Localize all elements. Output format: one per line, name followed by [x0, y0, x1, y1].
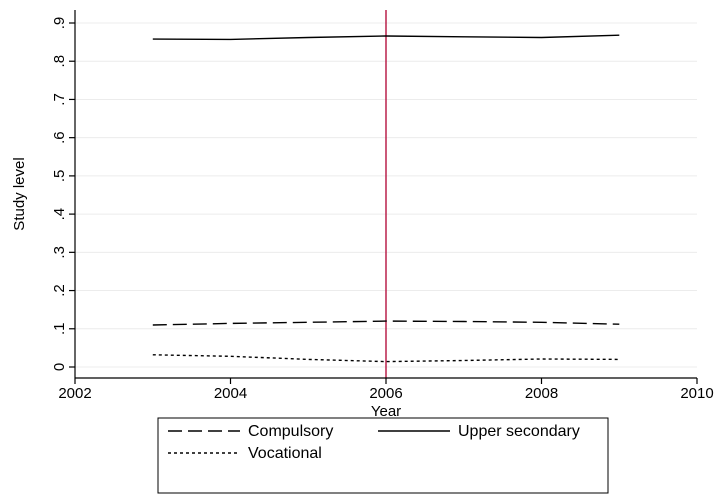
y-tick-label-3: .3 [51, 246, 68, 259]
axes: 0 .1 .2 .3 .4 .5 .6 .7 .8 .9 2002 2004 2006 2008 2010 [51, 10, 714, 402]
series-line-compulsory [152, 320, 620, 326]
y-tick-label-6: .6 [51, 131, 68, 144]
y-axis-title: Study level [11, 157, 28, 230]
x-tick-label-2: 2006 [369, 385, 402, 402]
y-tick-label-8: .8 [51, 55, 68, 68]
y-tick-label-9: .9 [51, 17, 68, 30]
y-tick-label-0: 0 [51, 363, 68, 371]
x-tick-label-1: 2004 [214, 385, 247, 402]
y-tick-label-5: .5 [51, 170, 68, 183]
series-line-upper-secondary [152, 34, 620, 41]
x-axis-title: Year [371, 403, 401, 420]
x-tick-label-0: 2002 [58, 385, 91, 402]
y-tick-label-2: .2 [51, 284, 68, 297]
legend-label-compulsory: Compulsory [248, 423, 333, 440]
legend: Compulsory Upper secondary Vocational [157, 417, 609, 494]
x-tick-label-4: 2010 [680, 385, 713, 402]
series-layer [152, 34, 620, 363]
y-tick-label-1: .1 [51, 323, 68, 336]
x-tick-label-3: 2008 [525, 385, 558, 402]
y-tick-label-7: .7 [51, 93, 68, 106]
legend-label-vocational: Vocational [248, 445, 322, 462]
y-tick-label-4: .4 [51, 208, 68, 221]
legend-label-upper-secondary: Upper secondary [458, 423, 580, 440]
